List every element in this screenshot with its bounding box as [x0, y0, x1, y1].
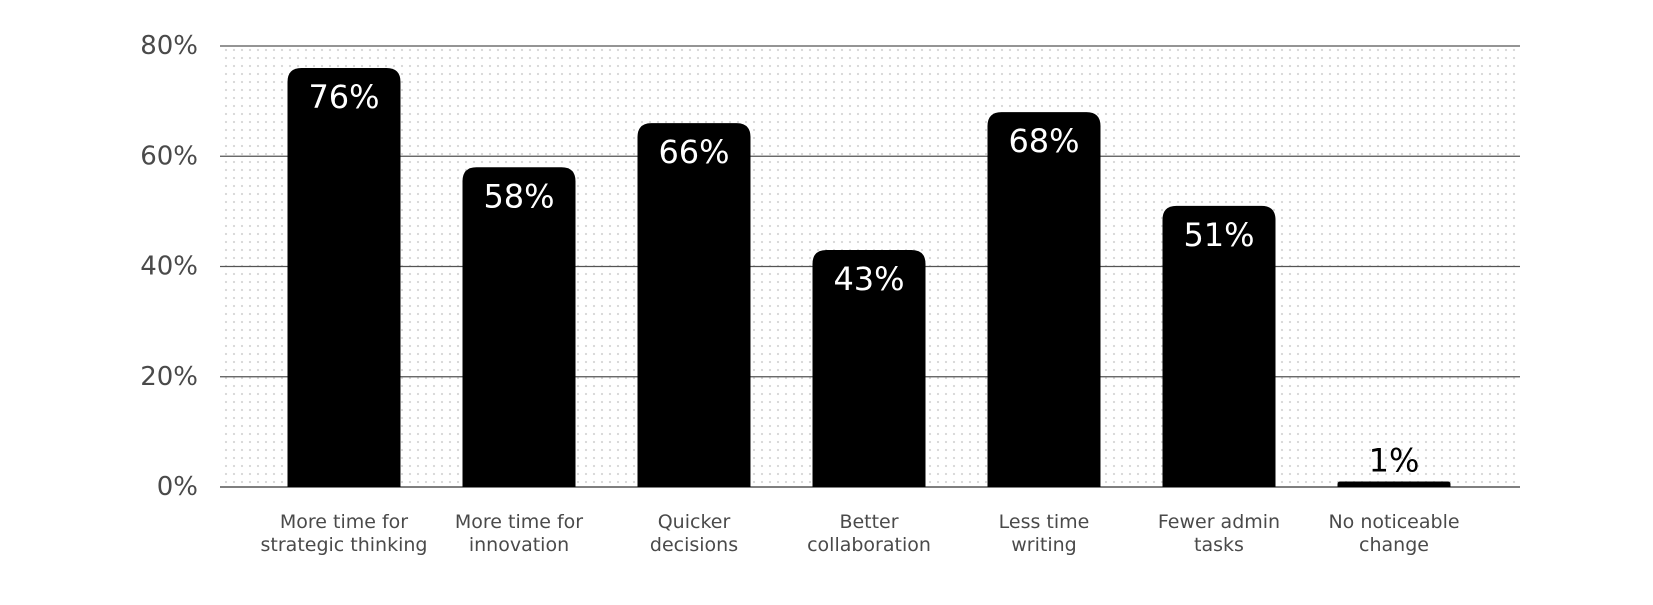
x-tick-label-line: change	[1359, 534, 1429, 556]
y-tick-label: 20%	[140, 362, 198, 392]
x-tick-label-line: collaboration	[807, 534, 931, 556]
bars: 76% 58% 66% 43% 68% 51% 1%	[287, 68, 1451, 488]
y-axis-tick-labels: 0% 20% 40% 60% 80%	[140, 31, 198, 502]
bar	[462, 167, 576, 487]
x-tick-label-line: strategic thinking	[261, 534, 428, 556]
x-tick-label-line: decisions	[650, 534, 738, 556]
x-tick-label-line: Fewer admin	[1158, 511, 1280, 533]
bar	[287, 68, 401, 488]
data-label: 68%	[1008, 122, 1079, 160]
bar	[1162, 205, 1276, 488]
data-label: 43%	[833, 260, 904, 298]
x-tick-label-line: Better	[839, 511, 898, 533]
x-tick-label-line: Less time	[999, 511, 1090, 533]
data-label: 1%	[1369, 441, 1420, 479]
x-tick-label-line: No noticeable	[1328, 511, 1459, 533]
y-tick-label: 0%	[157, 472, 198, 502]
bar	[1337, 481, 1451, 487]
x-tick-label-line: More time for	[280, 511, 408, 533]
data-label: 51%	[1183, 216, 1254, 254]
y-tick-label: 60%	[140, 141, 198, 171]
x-tick-label-line: writing	[1011, 534, 1076, 556]
x-tick-label-line: innovation	[469, 534, 569, 556]
bar	[987, 112, 1101, 488]
data-label: 76%	[308, 78, 379, 116]
y-tick-label: 80%	[140, 31, 198, 61]
y-tick-label: 40%	[140, 252, 198, 282]
x-tick-label-line: tasks	[1194, 534, 1244, 556]
data-label: 66%	[658, 133, 729, 171]
data-label: 58%	[483, 177, 554, 215]
x-tick-label-line: Quicker	[658, 511, 731, 533]
x-tick-label-line: More time for	[455, 511, 583, 533]
bar	[637, 123, 751, 488]
bar	[812, 249, 926, 487]
